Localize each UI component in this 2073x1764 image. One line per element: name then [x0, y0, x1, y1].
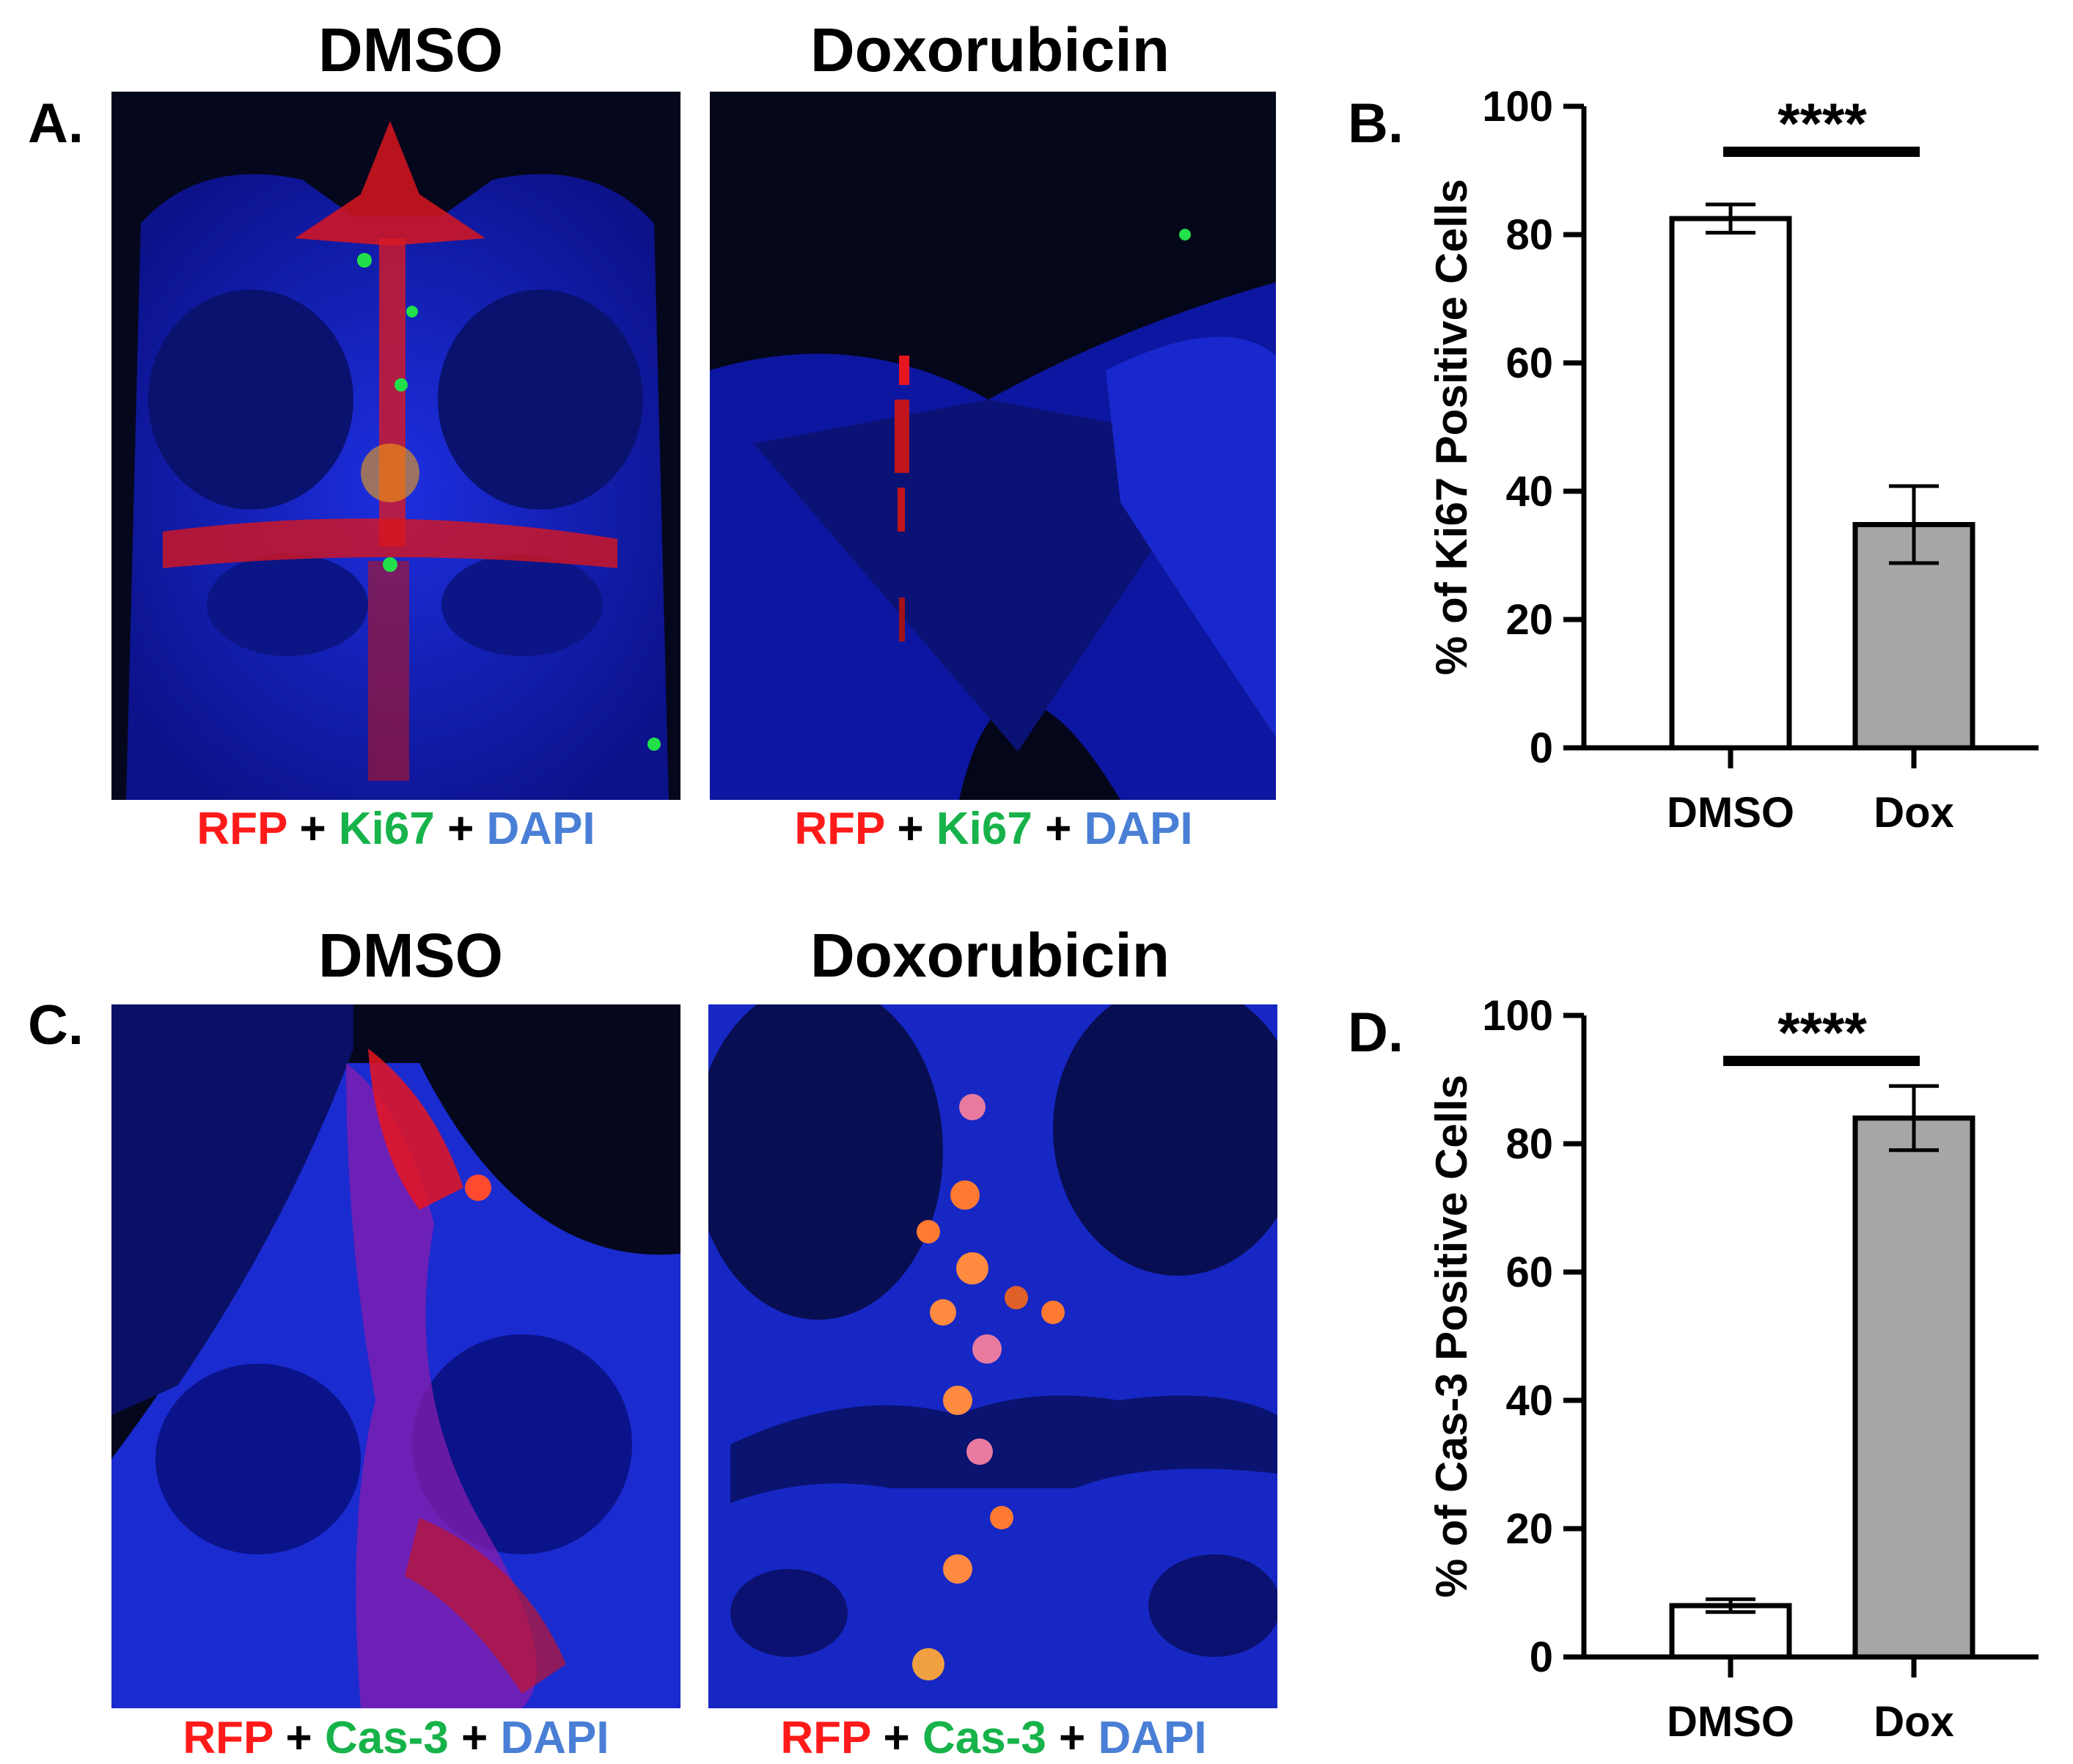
caption-token: RFP [780, 1713, 871, 1763]
caption-token: Cas-3 [922, 1713, 1046, 1763]
caption-token: RFP [183, 1713, 274, 1763]
panel-letter-c: C. [28, 994, 84, 1056]
x-tick-label: DMSO [1667, 789, 1794, 837]
y-tick-label: 80 [1505, 211, 1553, 259]
caption-token: + [884, 804, 936, 854]
caption-token: DAPI [500, 1713, 609, 1763]
caption-token: + [1032, 804, 1085, 854]
y-tick-label: 20 [1505, 1505, 1553, 1553]
micrograph-dmso-ki67 [111, 92, 680, 800]
y-tick-label: 60 [1505, 339, 1553, 387]
caption-token: + [870, 1713, 922, 1763]
caption-token: DAPI [1084, 804, 1193, 854]
y-tick-label: 80 [1505, 1120, 1553, 1168]
caption-token: Cas-3 [324, 1713, 449, 1763]
y-tick-label: 20 [1505, 596, 1553, 644]
caption-dmso-cas3: RFP + Cas-3 + DAPI [110, 1712, 682, 1764]
significance-label: **** [1777, 1000, 1867, 1065]
caption-doxorubicin-cas3: RFP + Cas-3 + DAPI [708, 1712, 1280, 1764]
bar-dox [1852, 1115, 1975, 1660]
caption-token: + [287, 804, 339, 854]
y-tick-label: 0 [1530, 1633, 1553, 1681]
caption-token: + [273, 1713, 325, 1763]
y-tick-label: 40 [1505, 1377, 1553, 1425]
panel-letter-d: D. [1348, 1002, 1404, 1064]
y-axis-label: % of Cas-3 Positive Cells [1427, 1075, 1476, 1598]
caption-token: RFP [197, 804, 287, 854]
y-axis-label: % of Ki67 Positive Cells [1427, 179, 1476, 675]
caption-token: DAPI [486, 804, 595, 854]
y-tick-label: 40 [1505, 468, 1553, 515]
image-title-dmso-a: DMSO [318, 15, 503, 84]
chart-ki67-svg: % of Ki67 Positive Cells 0 20 40 60 80 100 DMSO… [1427, 83, 2039, 837]
caption-token: RFP [794, 804, 885, 854]
chart-cas3-svg: % of Cas-3 Positive Cells 0 20 40 60 80 100 DMS… [1427, 992, 2039, 1746]
significance-label: **** [1777, 91, 1867, 155]
micrograph-doxorubicin-ki67 [710, 92, 1276, 800]
bar-dmso [1669, 216, 1792, 751]
chart-cas3: % of Cas-3 Positive Cells 0 20 40 60 80 100 DMS… [1408, 968, 2053, 1760]
panel-letter-a: A. [28, 92, 84, 155]
image-title-dmso-c: DMSO [318, 921, 503, 990]
image-title-doxorubicin-c: Doxorubicin [810, 921, 1170, 990]
x-tick-label: Dox [1874, 789, 1954, 837]
micrograph-doxorubicin-cas3 [708, 1004, 1277, 1708]
y-tick-label: 60 [1505, 1249, 1553, 1296]
caption-dmso-ki67: RFP + Ki67 + DAPI [110, 803, 682, 855]
caption-token: DAPI [1098, 1713, 1207, 1763]
caption-doxorubicin-ki67: RFP + Ki67 + DAPI [708, 803, 1280, 855]
image-title-doxorubicin-a: Doxorubicin [810, 15, 1170, 84]
caption-token: + [448, 1713, 501, 1763]
caption-token: Ki67 [338, 804, 435, 854]
caption-token: + [434, 804, 487, 854]
micrograph-dmso-cas3 [111, 1004, 680, 1708]
caption-token: + [1046, 1713, 1098, 1763]
chart-ki67: % of Ki67 Positive Cells 0 20 40 60 80 100 DMSO… [1408, 59, 2053, 880]
y-tick-label: 100 [1482, 992, 1553, 1040]
y-tick-label: 0 [1530, 724, 1553, 772]
caption-token: Ki67 [936, 804, 1032, 854]
y-tick-label: 100 [1482, 83, 1553, 131]
x-tick-label: Dox [1874, 1698, 1954, 1746]
panel-letter-b: B. [1348, 92, 1404, 155]
x-tick-label: DMSO [1667, 1698, 1794, 1746]
